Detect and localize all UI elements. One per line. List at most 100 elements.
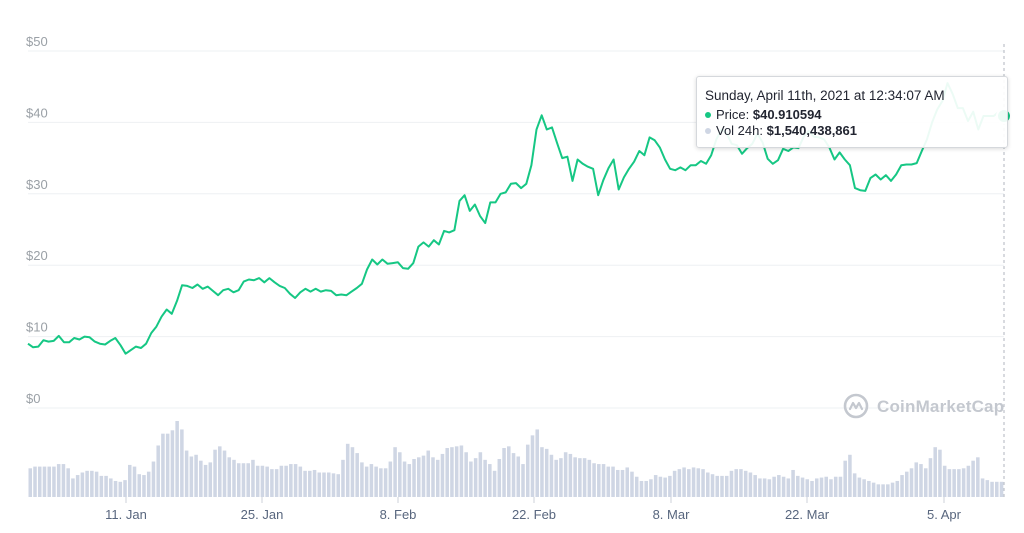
volume-bar <box>326 472 331 497</box>
volume-bar <box>701 469 705 497</box>
volume-bar <box>445 448 449 497</box>
volume-bar <box>260 465 265 497</box>
volume-bar <box>37 466 42 497</box>
volume-bar <box>75 475 80 497</box>
volume-bar <box>142 475 146 497</box>
volume-bar <box>592 463 596 497</box>
volume-bar <box>431 457 435 497</box>
volume-bar <box>308 470 312 497</box>
grid-lines <box>28 50 1004 409</box>
volume-bar <box>687 469 691 497</box>
volume-bar <box>634 476 639 497</box>
volume-bar <box>758 478 762 497</box>
volume-bar <box>511 453 516 497</box>
volume-bar <box>189 456 194 497</box>
volume-bar <box>478 452 483 497</box>
volume-bar <box>265 466 269 497</box>
volume-bar <box>796 475 800 497</box>
volume-bar <box>274 469 279 497</box>
y-tick-label: $10 <box>26 320 48 335</box>
volume-bar <box>544 448 549 497</box>
volume-bar <box>753 475 757 497</box>
volume-bar <box>426 450 431 497</box>
coinmarketcap-watermark: CoinMarketCap <box>843 393 1005 419</box>
volume-bar <box>279 465 284 497</box>
volume-bar <box>990 481 994 497</box>
volume-bar <box>952 469 956 497</box>
volume-bar <box>61 464 66 497</box>
volume-bar <box>909 468 914 497</box>
volume-bar <box>194 454 198 497</box>
volume-bar <box>649 479 653 497</box>
tooltip-date: Sunday, April 11th, 2021 at 12:34:07 AM <box>705 88 945 103</box>
volume-bar <box>568 453 573 497</box>
volume-bar <box>691 467 696 497</box>
volume-bar <box>890 482 895 497</box>
volume-bar <box>251 459 255 497</box>
volume-bar <box>66 468 70 497</box>
x-axis-ticks: 11. Jan 25. Jan 8. Feb 22. Feb 8. Mar 22. Mar… <box>105 497 962 522</box>
volume-bar <box>364 466 369 497</box>
volume-bar <box>554 459 558 497</box>
volume-bar <box>218 446 222 497</box>
y-axis-ticks: $0 $10 $20 $30 $40 $50 <box>26 34 48 406</box>
volume-bar <box>810 480 814 497</box>
volume-bar <box>938 449 942 497</box>
watermark-text: CoinMarketCap <box>877 397 1005 416</box>
volume-bar <box>52 466 56 497</box>
volume-bar <box>383 468 388 497</box>
volume-bar <box>625 467 630 497</box>
volume-bar <box>682 467 686 497</box>
volume-bar <box>241 463 246 497</box>
volume-bar <box>971 460 975 497</box>
volume-bar <box>928 458 933 497</box>
price-tooltip: Sunday, April 11th, 2021 at 12:34:07 AM … <box>696 76 1008 148</box>
volume-bar <box>559 458 563 497</box>
tooltip-price-value: $40.910594 <box>752 107 822 122</box>
volume-bar <box>270 469 274 497</box>
volume-bar <box>578 458 582 497</box>
volume-bar <box>398 452 402 497</box>
tooltip-price-label: Price: <box>716 107 750 122</box>
volume-bar <box>222 450 227 497</box>
volume-bar <box>303 470 307 497</box>
volume-bar <box>393 447 397 497</box>
volume-bar <box>549 454 554 497</box>
volume-bar <box>322 472 326 497</box>
volume-bar <box>729 470 734 497</box>
volume-bar <box>459 445 464 497</box>
volume-bar <box>762 478 767 497</box>
volume-bar <box>492 470 497 497</box>
volume-bar <box>663 477 667 497</box>
volume-bar <box>113 480 118 497</box>
volume-bar <box>606 466 611 497</box>
volume-bar <box>630 471 634 497</box>
volume-bar <box>42 466 47 497</box>
volume-bar <box>658 476 663 497</box>
volume-bar <box>886 484 890 497</box>
volume-bar <box>132 466 137 497</box>
volume-bar <box>246 463 250 497</box>
volume-bar <box>497 459 502 497</box>
volume-bar <box>601 464 606 497</box>
volume-bar <box>871 482 876 497</box>
volume-bar <box>905 471 909 497</box>
y-tick-label: $30 <box>26 177 48 192</box>
volume-bar <box>435 459 440 497</box>
volume-bar <box>862 479 866 497</box>
volume-bar <box>109 478 113 497</box>
volume-bar <box>407 464 412 497</box>
volume-bar <box>464 452 468 497</box>
volume-bar <box>298 466 303 497</box>
tooltip-price-row: Price: $40.910594 <box>705 107 1007 123</box>
volume-bar <box>440 453 445 497</box>
volume-bar <box>203 464 208 497</box>
volume-bar <box>99 475 104 497</box>
volume-bar <box>805 479 810 497</box>
volume-bar <box>720 475 724 497</box>
volume-bar <box>995 481 999 497</box>
volume-bar <box>829 479 833 497</box>
volume-bar <box>450 447 454 497</box>
y-tick-label: $40 <box>26 105 48 120</box>
